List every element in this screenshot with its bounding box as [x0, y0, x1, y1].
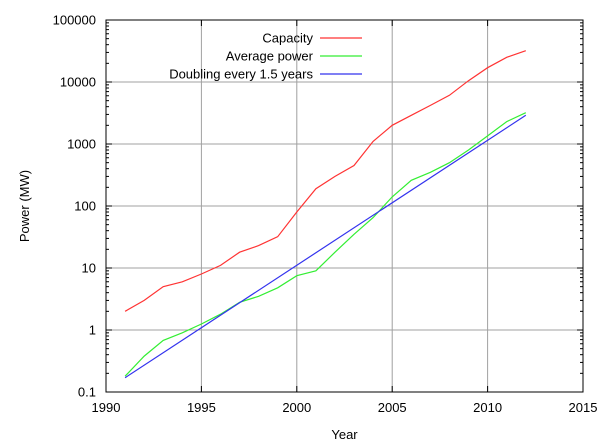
y-tick-label: 1000: [67, 137, 96, 152]
y-tick-label: 10: [82, 261, 96, 276]
y-axis-label: Power (MW): [17, 170, 32, 242]
x-tick-label: 1995: [187, 400, 216, 415]
x-tick-label: 2010: [473, 400, 502, 415]
legend-label-1: Average power: [226, 49, 314, 64]
x-tick-label: 2005: [378, 400, 407, 415]
legend-label-0: Capacity: [262, 31, 313, 46]
x-axis-label: Year: [331, 427, 358, 442]
series-line-2: [124, 114, 527, 379]
grid-lines: [106, 20, 583, 392]
y-tick-label: 1: [89, 323, 96, 338]
y-tick-label: 0.1: [78, 385, 96, 400]
y-tick-label: 100: [74, 199, 96, 214]
series-line-1: [124, 112, 527, 377]
y-tick-label: 100000: [53, 13, 96, 28]
x-tick-label: 2000: [282, 400, 311, 415]
legend-label-2: Doubling every 1.5 years: [169, 67, 313, 82]
x-tick-label: 2015: [569, 400, 598, 415]
y-tick-label: 10000: [60, 75, 96, 90]
legend: Capacity Average power Doubling every 1.5 …: [169, 31, 362, 82]
series-line-0: [124, 50, 526, 312]
series-layer: [124, 50, 527, 379]
x-tick-label: 1990: [92, 400, 121, 415]
axis-ticks: 1990 1995 2000 2005 2010 2015 0.1 1 10 100 1000 100…: [53, 13, 598, 416]
